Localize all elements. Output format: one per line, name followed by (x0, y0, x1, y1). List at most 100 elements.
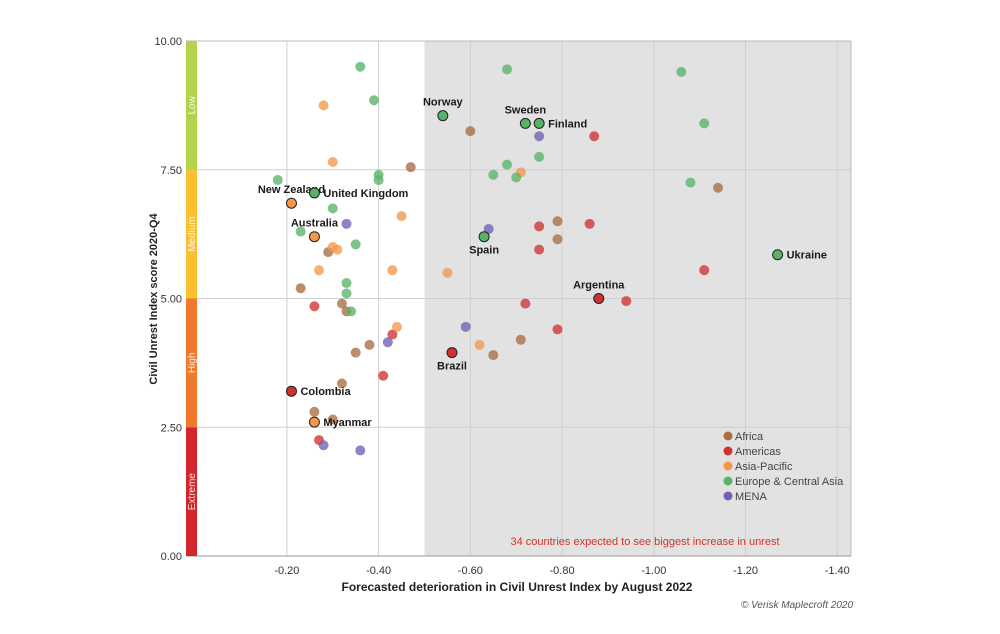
country-label-spain: Spain (469, 245, 499, 257)
x-tick-label: -0.80 (550, 565, 575, 577)
data-point-africa (364, 339, 375, 350)
country-label-brazil: Brazil (437, 361, 467, 373)
data-point-europe-and-central-asia (502, 159, 513, 170)
data-point-americas (584, 218, 595, 229)
legend-marker-asia-pacific (723, 461, 733, 471)
data-point-europe-and-central-asia (295, 226, 306, 237)
data-point-asia-pacific (314, 265, 324, 276)
data-point-americas (699, 265, 710, 276)
data-point-europe-and-central-asia (341, 278, 352, 289)
data-point-asia-pacific (391, 321, 402, 332)
risk-band-label: Extreme (187, 473, 198, 511)
data-point-americas (552, 324, 563, 335)
highlight-point-finland (533, 117, 545, 129)
risk-band-label: High (187, 353, 198, 374)
highlight-point-new-zealand (285, 197, 297, 209)
x-tick-label: -1.20 (733, 565, 758, 577)
country-label-sweden: Sweden (505, 104, 547, 116)
country-label-australia: Australia (291, 218, 339, 230)
data-point-africa (552, 234, 563, 245)
data-point-europe-and-central-asia (373, 175, 384, 186)
data-point-africa (350, 347, 361, 358)
x-tick-label: -1.00 (641, 565, 666, 577)
x-tick-label: -0.20 (274, 565, 299, 577)
data-point-mena (318, 440, 329, 451)
data-point-europe-and-central-asia (488, 169, 499, 180)
data-point-africa (405, 162, 416, 173)
highlight-point-argentina (593, 293, 605, 304)
data-point-europe-and-central-asia (272, 175, 283, 186)
risk-band-medium (186, 169, 197, 299)
x-tick-label: -0.40 (366, 565, 391, 577)
country-label-new-zealand: New Zealand (258, 184, 325, 196)
data-point-europe-and-central-asia (346, 306, 357, 317)
legend-label-africa: Africa (735, 431, 764, 443)
x-tick-label: -1.40 (825, 565, 850, 577)
data-point-americas (309, 301, 320, 312)
data-point-americas (589, 131, 600, 142)
data-point-africa (713, 182, 723, 193)
country-label-ukraine: Ukraine (787, 250, 827, 262)
data-point-europe-and-central-asia (685, 177, 696, 188)
country-label-finland: Finland (548, 118, 587, 130)
data-point-africa (327, 414, 338, 425)
highlight-point-myanmar (308, 416, 320, 428)
annotation-text: 34 countries expected to see biggest inc… (510, 536, 779, 548)
data-point-europe-and-central-asia (699, 118, 710, 129)
x-axis-label: Forecasted deterioration in Civil Unrest… (342, 580, 693, 594)
data-point-europe-and-central-asia (369, 95, 380, 106)
country-label-myanmar: Myanmar (323, 417, 372, 429)
data-point-europe-and-central-asia (327, 203, 338, 214)
highlight-point-brazil (446, 347, 458, 359)
highlight-point-ukraine (772, 249, 784, 261)
data-points (272, 61, 723, 456)
x-tick-label: -0.60 (458, 565, 483, 577)
data-point-europe-and-central-asia (355, 61, 366, 72)
country-label-colombia: Colombia (300, 386, 351, 398)
data-point-americas (534, 244, 545, 255)
data-point-africa (336, 298, 347, 309)
country-label-argentina: Argentina (573, 280, 625, 292)
y-tick-label: 2.50 (161, 422, 182, 434)
data-point-europe-and-central-asia (502, 64, 513, 75)
data-point-americas (378, 370, 389, 381)
data-point-europe-and-central-asia (341, 288, 352, 299)
data-point-asia-pacific (442, 267, 453, 278)
data-point-africa (295, 283, 306, 294)
highlight-point-sweden (519, 117, 531, 129)
highlight-point-norway (437, 110, 449, 122)
data-point-americas (387, 329, 398, 340)
x-tick-labels: -0.20 -0.40 -0.60 -0.80 -1.00 -1.20 -1.40 (274, 565, 849, 577)
legend-label-mena: MENA (735, 491, 767, 503)
risk-band-extreme (186, 427, 197, 556)
data-point-europe-and-central-asia (676, 66, 687, 77)
data-point-americas (520, 298, 531, 309)
data-point-africa (515, 334, 526, 345)
risk-bands: Extreme High Medium Low (186, 41, 198, 556)
data-point-mena (355, 445, 366, 456)
highlight-point-colombia (285, 385, 297, 397)
risk-band-label: Low (187, 95, 198, 114)
data-point-europe-and-central-asia (534, 151, 545, 162)
data-point-mena (382, 337, 393, 348)
legend-label-asia-pacific: Asia-Pacific (735, 461, 793, 473)
source-credit: © Verisk Maplecroft 2020 (741, 600, 853, 611)
y-tick-labels: 0.00 2.50 5.00 7.50 10.00 (154, 36, 182, 563)
legend-marker-europe-and-central-asia (723, 476, 733, 486)
data-point-asia-pacific (318, 100, 329, 111)
data-point-africa (309, 406, 320, 417)
data-point-africa (552, 216, 563, 227)
data-point-mena (483, 223, 494, 234)
data-point-asia-pacific (474, 339, 485, 350)
y-tick-label: 7.50 (161, 165, 182, 177)
data-point-europe-and-central-asia (350, 239, 361, 250)
data-point-asia-pacific (327, 157, 338, 168)
y-tick-label: 10.00 (154, 36, 182, 48)
data-point-asia-pacific (387, 265, 398, 276)
legend-marker-africa (723, 431, 733, 441)
data-point-africa (336, 378, 347, 389)
highlight-point-united-kingdom (308, 187, 320, 199)
data-point-americas (621, 296, 632, 307)
legend-label-europe-and-central-asia: Europe & Central Asia (735, 476, 844, 488)
